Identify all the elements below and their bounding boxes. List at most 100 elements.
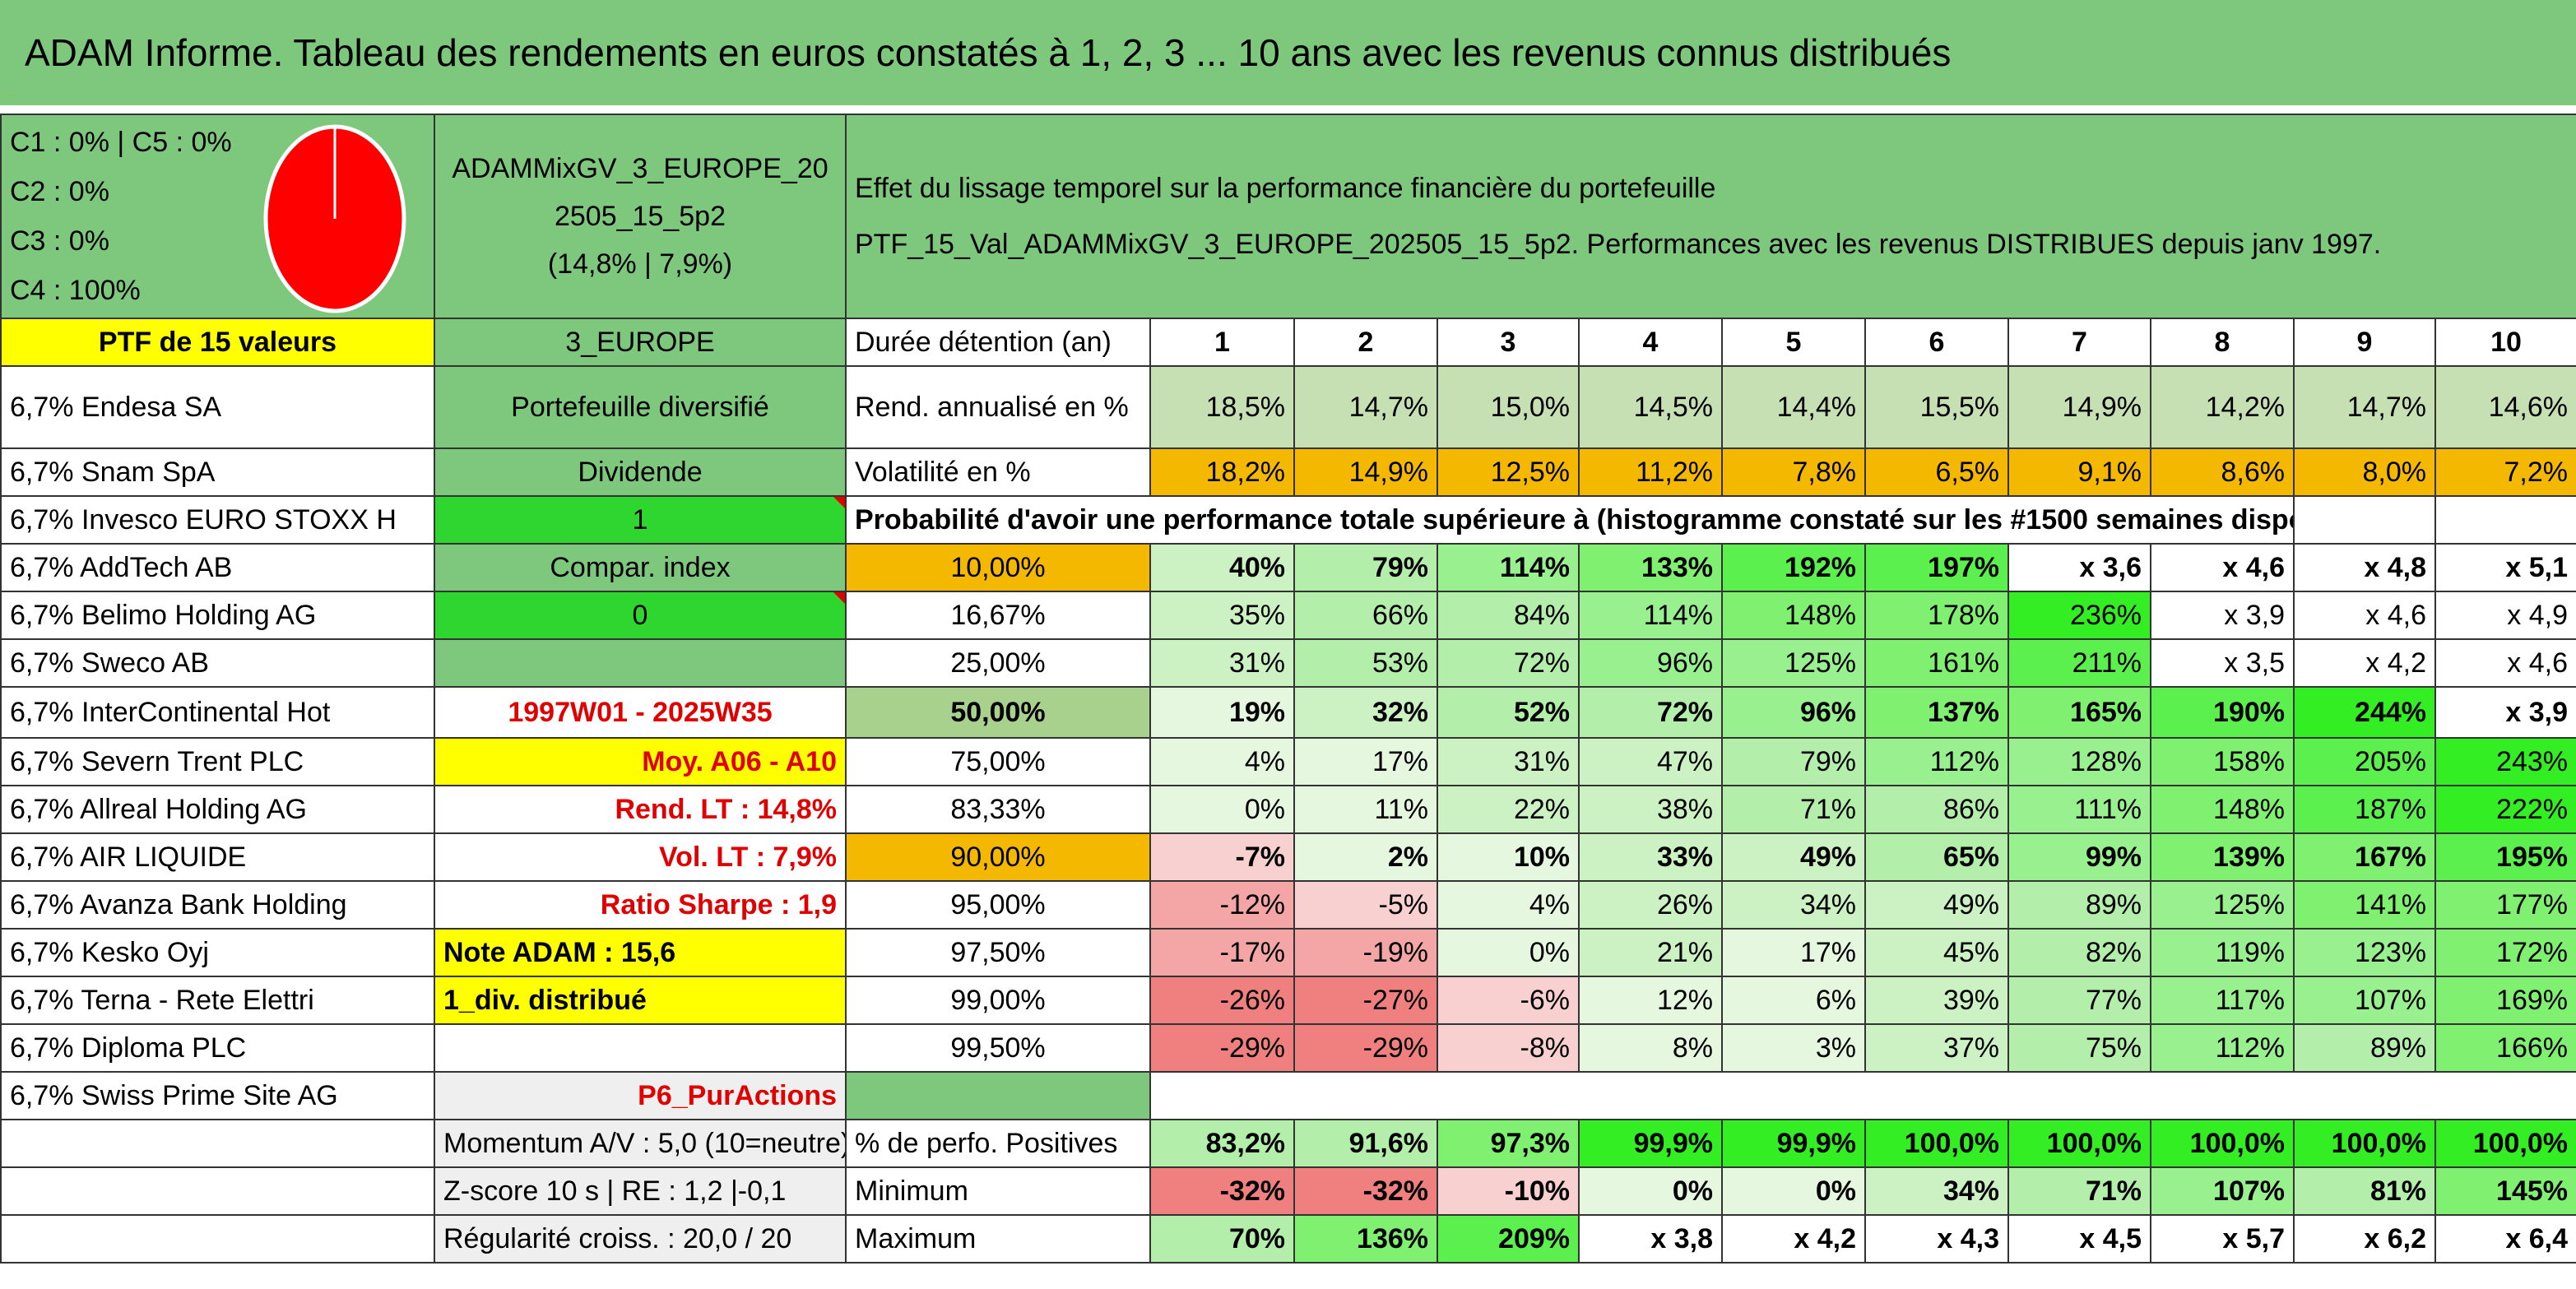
quantile-value: 197% <box>1864 543 2009 592</box>
quantile-value: 71% <box>1721 785 1866 834</box>
max-value: 136% <box>1293 1214 1438 1263</box>
max-value: 70% <box>1149 1214 1295 1263</box>
quantile-value: -7% <box>1149 832 1295 882</box>
probability-label: Probabilité d'avoir une performance tota… <box>845 495 2295 545</box>
min-value: 0% <box>1721 1166 1866 1216</box>
year-header: 2 <box>1293 318 1438 367</box>
holding-item: 6,7% Sweco AB <box>0 638 435 688</box>
quantile-value: 148% <box>2150 785 2295 834</box>
year-header: 5 <box>1721 318 1866 367</box>
quantile-value: 31% <box>1437 737 1580 786</box>
quantile-value: 72% <box>1437 638 1580 688</box>
positive-value: 100,0% <box>2434 1119 2576 1168</box>
quantile-value: 192% <box>1721 543 1866 592</box>
rend-value: 15,5% <box>1864 365 2009 449</box>
year-header: 7 <box>2007 318 2151 367</box>
quantile-value: x 4,9 <box>2434 591 2576 640</box>
table-row: 6,7% Kesko Oyj Note ADAM : 15,6 97,50% -17%… <box>0 928 2576 977</box>
sharpe-ratio: Ratio Sharpe : 1,9 <box>434 880 847 930</box>
quantile-value: 17% <box>1721 928 1866 977</box>
quantile-value: 112% <box>2150 1023 2295 1073</box>
positive-value: 100,0% <box>2150 1119 2295 1168</box>
vol-value: 7,8% <box>1721 447 1866 497</box>
empty-cell <box>0 1166 435 1216</box>
quantile-value: 161% <box>1864 638 2009 688</box>
quantile-value: 158% <box>2150 737 2295 786</box>
quantile-value: 47% <box>1578 737 1723 786</box>
quantile-value: -27% <box>1293 976 1438 1025</box>
note-adam: Note ADAM : 15,6 <box>434 928 847 977</box>
quantile-value: 31% <box>1149 638 1295 688</box>
empty-info <box>434 638 847 688</box>
quantile-value: 0% <box>1437 928 1580 977</box>
quantile-label: 99,00% <box>845 976 1151 1025</box>
table-row: 6,7% Diploma PLC 99,50% -29% -29% -8% 8% 3% 37%… <box>0 1023 2576 1073</box>
stat-info: Z-score 10 s | RE : 1,2 |-0,1 <box>434 1166 847 1216</box>
quantile-value: 169% <box>2434 976 2576 1025</box>
quantile-label: 90,00% <box>845 832 1151 882</box>
positive-value: 100,0% <box>1864 1119 2009 1168</box>
quantile-value: x 3,9 <box>2150 591 2295 640</box>
quantile-value: 39% <box>1864 976 2009 1025</box>
quantile-value: 96% <box>1578 638 1723 688</box>
table-row: 6,7% Sweco AB 25,00% 31% 53% 72% 96% 125% 161% 2… <box>0 638 2576 688</box>
quantile-value: 141% <box>2293 880 2436 930</box>
quantile-value: 119% <box>2150 928 2295 977</box>
vol-value: 7,2% <box>2434 447 2576 497</box>
quantile-value: 4% <box>1149 737 1295 786</box>
quantile-value: x 3,5 <box>2150 638 2295 688</box>
quantile-value: 236% <box>2007 591 2151 640</box>
table-row: 6,7% InterContinental Hot 1997W01 - 2025W… <box>0 686 2576 739</box>
quantile-value: 84% <box>1437 591 1580 640</box>
min-value: 34% <box>1864 1166 2009 1216</box>
pur-actions: P6_PurActions <box>434 1071 847 1120</box>
quantile-value: -26% <box>1149 976 1295 1025</box>
quantile-value: 45% <box>1864 928 2009 977</box>
year-header: 6 <box>1864 318 2009 367</box>
stat-label: % de perfo. Positives <box>845 1119 1151 1168</box>
table-row: Régularité croiss. : 20,0 / 20 Maximum 70%… <box>0 1214 2576 1263</box>
rend-value: 14,7% <box>2293 365 2436 449</box>
rend-value: 14,7% <box>1293 365 1438 449</box>
quantile-value: -17% <box>1149 928 1295 977</box>
quantile-value: 0% <box>1149 785 1295 834</box>
portfolio-name-cell: ADAMMixGV_3_EUROPE_20 2505_15_5p2 (14,8%… <box>434 114 847 319</box>
quantile-value: 10% <box>1437 832 1580 882</box>
quantile-value: 17% <box>1293 737 1438 786</box>
quantile-value: 125% <box>1721 638 1866 688</box>
table-row: 6,7% Endesa SA Portefeuille diversifié Ren… <box>0 365 2576 449</box>
year-header: 1 <box>1149 318 1295 367</box>
quantile-value: 75% <box>2007 1023 2151 1073</box>
positive-value: 100,0% <box>2007 1119 2151 1168</box>
holding-item: 6,7% InterContinental Hot <box>0 686 435 739</box>
table-row: PTF de 15 valeurs 3_EUROPE Durée détention… <box>0 318 2576 367</box>
table-row: 6,7% Invesco EURO STOXX H 1 Probabilité d'… <box>0 495 2576 545</box>
vol-value: 12,5% <box>1437 447 1580 497</box>
quantile-value: 211% <box>2007 638 2151 688</box>
quantile-value: 35% <box>1149 591 1295 640</box>
min-value: 0% <box>1578 1166 1723 1216</box>
moy-label: Moy. A06 - A10 <box>434 737 847 786</box>
holding-item: 6,7% Diploma PLC <box>0 1023 435 1073</box>
rend-value: 14,2% <box>2150 365 2295 449</box>
quantile-value: x 4,6 <box>2293 591 2436 640</box>
quantile-value: -5% <box>1293 880 1438 930</box>
description-line2: PTF_15_Val_ADAMMixGV_3_EUROPE_202505_15_… <box>855 229 2382 260</box>
positive-value: 83,2% <box>1149 1119 1295 1168</box>
quantile-label: 99,50% <box>845 1023 1151 1073</box>
holding-item: 6,7% Snam SpA <box>0 447 435 497</box>
year-header: 9 <box>2293 318 2436 367</box>
quantile-value: 79% <box>1293 543 1438 592</box>
holding-item: 6,7% Avanza Bank Holding <box>0 880 435 930</box>
quantile-value: 195% <box>2434 832 2576 882</box>
portfolio-name-line2: 2505_15_5p2 <box>554 201 726 232</box>
max-value: 209% <box>1437 1214 1580 1263</box>
quantile-value: x 3,9 <box>2434 686 2576 739</box>
quantile-value: -29% <box>1149 1023 1295 1073</box>
holding-item: 6,7% Severn Trent PLC <box>0 737 435 786</box>
empty-cell <box>0 1214 435 1263</box>
quantile-label: 16,67% <box>845 591 1151 640</box>
year-header: 3 <box>1437 318 1580 367</box>
quantile-value: 72% <box>1578 686 1723 739</box>
